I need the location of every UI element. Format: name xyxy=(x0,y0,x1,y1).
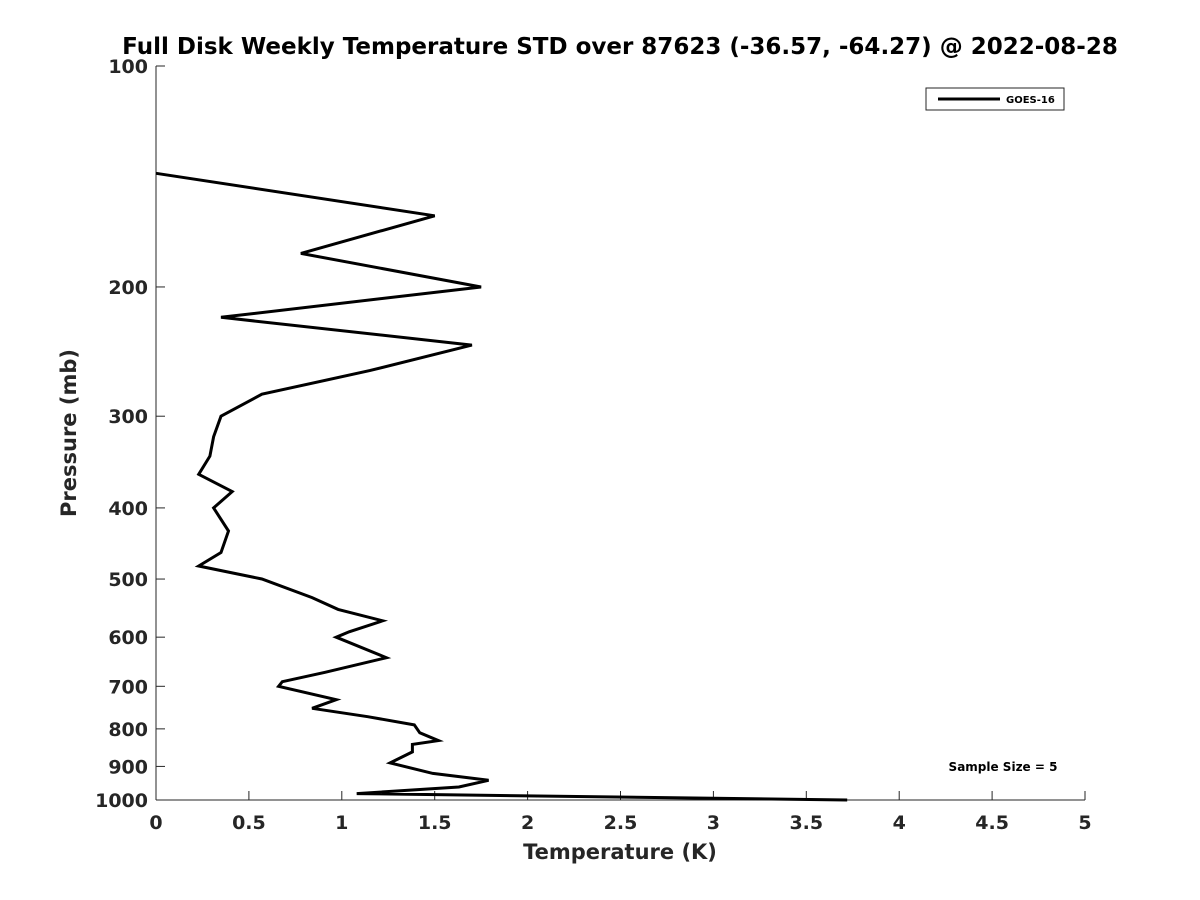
sample-size-annotation: Sample Size = 5 xyxy=(949,760,1058,774)
y-tick-label: 500 xyxy=(108,569,148,591)
y-axis-ticks: 100 200 300 400 500 600 700 800 900 1000 xyxy=(95,56,165,812)
legend-label-goes16: GOES-16 xyxy=(1006,95,1055,106)
y-tick-label: 800 xyxy=(108,719,148,741)
x-tick-label: 4.5 xyxy=(975,812,1009,834)
series-layer xyxy=(155,171,848,802)
x-tick-label: 0.5 xyxy=(232,812,266,834)
y-tick-label: 100 xyxy=(108,56,148,78)
chart-title: Full Disk Weekly Temperature STD over 87… xyxy=(122,34,1118,60)
y-axis-label: Pressure (mb) xyxy=(57,349,81,517)
y-tick-label: 900 xyxy=(108,756,148,778)
series-line-goes16 xyxy=(155,171,848,802)
legend: GOES-16 xyxy=(925,87,1065,111)
y-tick-label: 1000 xyxy=(95,790,148,812)
x-tick-label: 0 xyxy=(149,812,162,834)
x-tick-label: 1.5 xyxy=(418,812,452,834)
x-axis-ticks: 0 0.5 1 1.5 2 2.5 3 3.5 4 4.5 5 xyxy=(149,791,1092,834)
x-tick-label: 1 xyxy=(335,812,348,834)
x-tick-label: 5 xyxy=(1078,812,1091,834)
x-tick-label: 2.5 xyxy=(604,812,638,834)
x-tick-label: 4 xyxy=(893,812,906,834)
x-tick-label: 3.5 xyxy=(789,812,823,834)
y-tick-label: 300 xyxy=(108,406,148,428)
y-tick-label: 200 xyxy=(108,277,148,299)
x-tick-label: 3 xyxy=(707,812,720,834)
x-axis-label: Temperature (K) xyxy=(523,840,717,864)
y-tick-label: 600 xyxy=(108,627,148,649)
y-tick-label: 700 xyxy=(108,676,148,698)
y-tick-label: 400 xyxy=(108,498,148,520)
x-tick-label: 2 xyxy=(521,812,534,834)
